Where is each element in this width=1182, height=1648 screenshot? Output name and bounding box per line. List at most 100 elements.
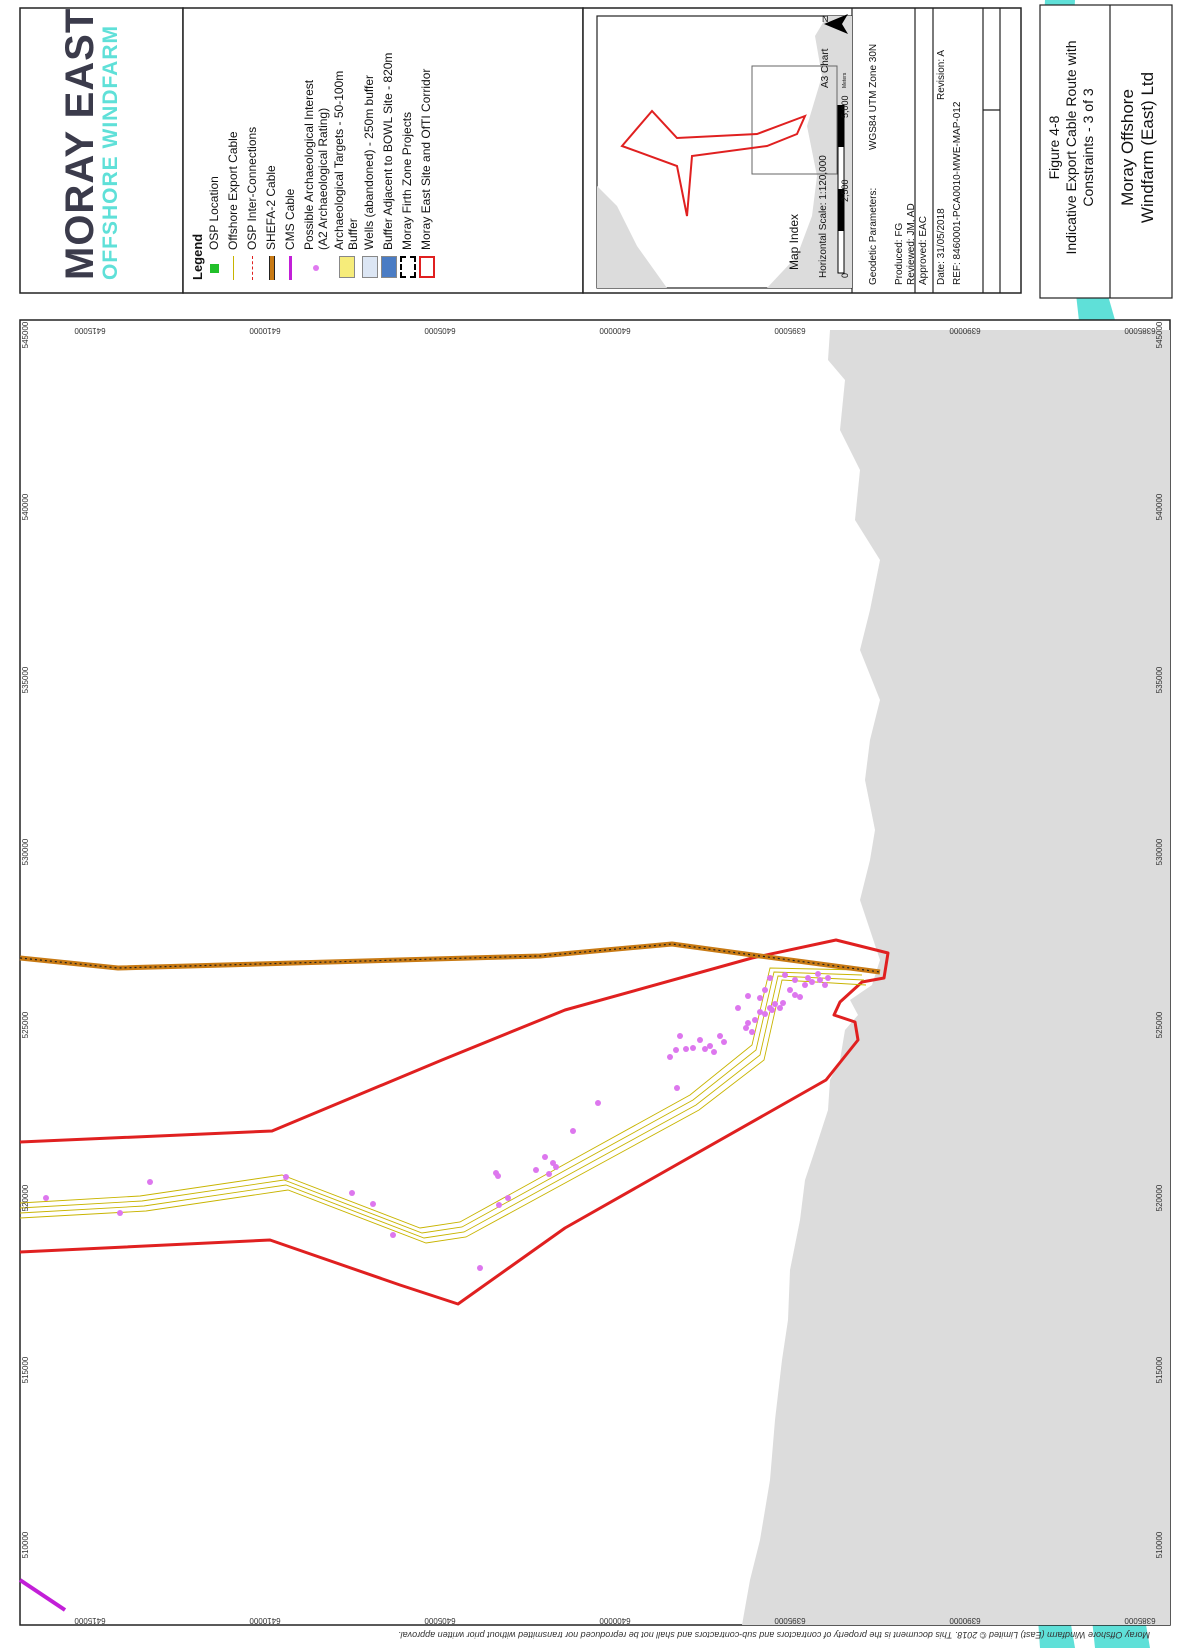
shefa-2-cable[interactable] — [19, 941, 881, 975]
archaeological-point[interactable] — [690, 1045, 696, 1051]
archaeological-point[interactable] — [43, 1195, 49, 1201]
archaeological-point[interactable] — [757, 1009, 763, 1015]
inset-land — [597, 186, 667, 288]
archaeological-points[interactable] — [43, 971, 831, 1271]
archaeological-point[interactable] — [674, 1085, 680, 1091]
yellow-box-icon — [339, 256, 355, 280]
legend-item-label: SHEFA-2 Cable — [264, 165, 278, 250]
legend-item-label-2: Buffer — [346, 218, 360, 250]
archaeological-point[interactable] — [745, 1020, 751, 1026]
legend-item: SHEFA-2 Cable — [264, 15, 278, 280]
inset-corridor — [620, 109, 807, 217]
legend-item: Offshore Export Cable — [226, 15, 240, 280]
northing-tick-label: 6385000 — [1124, 326, 1156, 335]
north-arrow-icon — [824, 14, 848, 34]
north-label: N — [822, 14, 829, 24]
northing-tick-label: 6390000 — [949, 326, 981, 335]
archaeological-point[interactable] — [743, 1025, 749, 1031]
archaeological-point[interactable] — [752, 1017, 758, 1023]
archaeological-point[interactable] — [673, 1047, 679, 1053]
easting-tick-label: 540000 — [1155, 493, 1164, 520]
panel-frames — [19, 4, 1173, 299]
cable-icon — [264, 256, 278, 280]
legend-item: CMS Cable — [283, 15, 297, 280]
archaeological-point[interactable] — [797, 994, 803, 1000]
archaeological-point[interactable] — [745, 993, 751, 999]
archaeological-point[interactable] — [780, 1000, 786, 1006]
archaeological-point[interactable] — [815, 971, 821, 977]
archaeological-point[interactable] — [495, 1173, 501, 1179]
archaeological-point[interactable] — [505, 1195, 511, 1201]
archaeological-point[interactable] — [283, 1174, 289, 1180]
easting-tick-label: 515000 — [1155, 1356, 1164, 1383]
archaeological-point[interactable] — [683, 1046, 689, 1052]
logo-line1: MORAY EAST — [58, 7, 102, 280]
archaeological-point[interactable] — [533, 1167, 539, 1173]
archaeological-point[interactable] — [805, 975, 811, 981]
archaeological-point[interactable] — [117, 1210, 123, 1216]
archaeological-point[interactable] — [757, 995, 763, 1001]
archaeological-point[interactable] — [717, 1033, 723, 1039]
easting-tick-label: 520000 — [21, 1184, 30, 1211]
archaeological-point[interactable] — [546, 1171, 552, 1177]
blue-box-icon — [381, 256, 397, 280]
legend-title: Legend — [190, 233, 205, 280]
cms-cable[interactable] — [18, 1578, 67, 1612]
legend-item: Archaeological Targets - 50-100m Buffer — [332, 15, 360, 280]
archaeological-point[interactable] — [749, 1029, 755, 1035]
archaeological-point[interactable] — [762, 987, 768, 993]
easting-tick-label: 510000 — [1155, 1531, 1164, 1558]
ofti-corridor[interactable] — [19, 938, 890, 1306]
archaeological-point[interactable] — [817, 977, 823, 983]
line-icon — [226, 256, 240, 280]
archaeological-point[interactable] — [769, 1007, 775, 1013]
archaeological-point[interactable] — [711, 1049, 717, 1055]
archaeological-point[interactable] — [707, 1043, 713, 1049]
archaeological-point[interactable] — [147, 1179, 153, 1185]
archaeological-point[interactable] — [822, 982, 828, 988]
archaeological-point[interactable] — [349, 1190, 355, 1196]
legend-item-label: Buffer Adjacent to BOWL Site - 820m — [381, 52, 395, 250]
archaeological-point[interactable] — [767, 975, 773, 981]
geodetic-label: Geodetic Parameters: — [868, 187, 879, 285]
archaeological-point[interactable] — [595, 1100, 601, 1106]
archaeological-point[interactable] — [787, 987, 793, 993]
northing-tick-label: 6400000 — [599, 1616, 631, 1625]
archaeological-point[interactable] — [809, 979, 815, 985]
footer-disclaimer: Moray Offshore Windfarm (East) Limited ©… — [398, 1630, 1150, 1640]
archaeological-point[interactable] — [370, 1201, 376, 1207]
easting-tick-label: 520000 — [1155, 1184, 1164, 1211]
archaeological-point[interactable] — [792, 992, 798, 998]
northing-tick-label: 6405000 — [424, 1616, 456, 1625]
archaeological-point[interactable] — [772, 1001, 778, 1007]
inset-extent-box — [751, 65, 838, 175]
archaeological-point[interactable] — [802, 982, 808, 988]
archaeological-point[interactable] — [721, 1039, 727, 1045]
archaeological-point[interactable] — [697, 1037, 703, 1043]
scale-tick-1: 2,500 — [840, 179, 850, 202]
archaeological-point[interactable] — [553, 1164, 559, 1170]
archaeological-point[interactable] — [782, 972, 788, 978]
archaeological-point[interactable] — [762, 1011, 768, 1017]
archaeological-point[interactable] — [477, 1265, 483, 1271]
scale-chart-label: A3 Chart — [820, 48, 831, 88]
archaeological-point[interactable] — [777, 1005, 783, 1011]
legend-item: Possible Archaeological Interest (A2 Arch… — [302, 15, 330, 280]
map-axes: 510000 510000 515000 515000 520000 520000 5250… — [21, 321, 1164, 1625]
northing-tick-label: 6395000 — [774, 326, 806, 335]
archaeological-point[interactable] — [677, 1033, 683, 1039]
archaeological-point[interactable] — [667, 1054, 673, 1060]
archaeological-point[interactable] — [496, 1202, 502, 1208]
scale-unit: Meters — [842, 72, 848, 88]
moray-east-logo: MORAY EAST OFFSHORE WINDFARM — [58, 7, 122, 280]
archaeological-point[interactable] — [792, 977, 798, 983]
legend-item-label: Offshore Export Cable — [226, 131, 240, 250]
archaeological-point[interactable] — [735, 1005, 741, 1011]
archaeological-point[interactable] — [542, 1154, 548, 1160]
archaeological-point[interactable] — [702, 1046, 708, 1052]
archaeological-point[interactable] — [825, 975, 831, 981]
map-index-inset[interactable] — [597, 16, 852, 288]
archaeological-point[interactable] — [390, 1232, 396, 1238]
archaeological-point[interactable] — [570, 1128, 576, 1134]
